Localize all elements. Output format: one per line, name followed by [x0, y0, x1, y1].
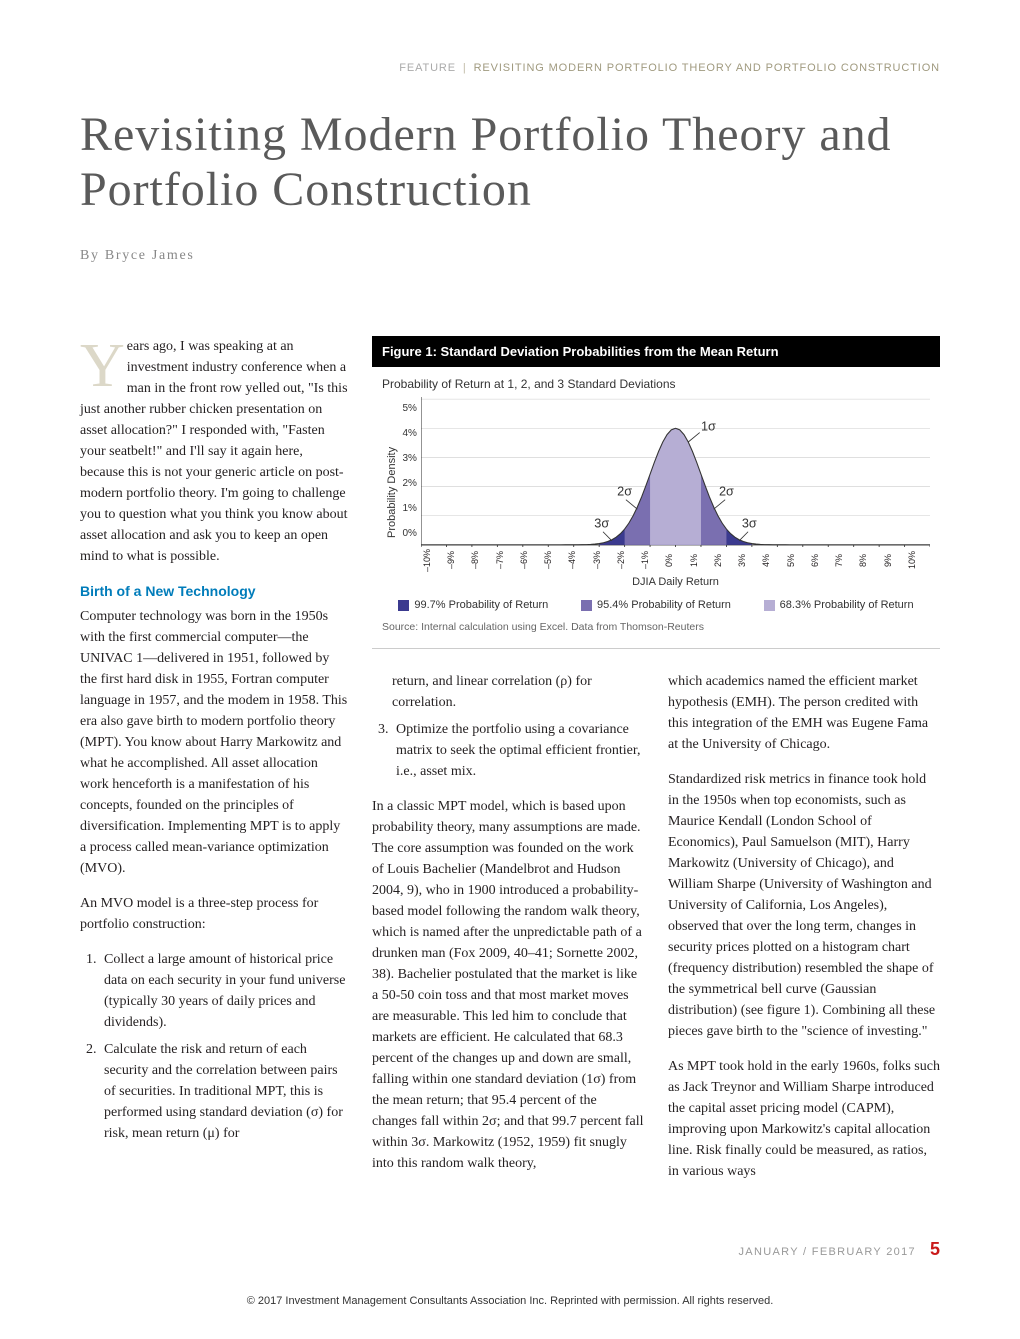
x-tick: –10% [421, 549, 445, 572]
x-tick: –4% [566, 549, 590, 572]
x-tick: 7% [833, 549, 857, 572]
figure-subtitle: Probability of Return at 1, 2, and 3 Sta… [372, 367, 940, 397]
content-columns: Y ears ago, I was speaking at an investm… [80, 336, 940, 1196]
article-title: Revisiting Modern Portfolio Theory and P… [80, 107, 940, 217]
step-1: Collect a large amount of historical pri… [100, 949, 348, 1033]
x-tick: –7% [494, 549, 518, 572]
column-right: Figure 1: Standard Deviation Probabiliti… [372, 336, 940, 1196]
x-tick: 0% [663, 549, 687, 572]
x-tick: –1% [639, 549, 663, 572]
svg-text:2σ: 2σ [719, 484, 734, 499]
x-tick: –5% [542, 549, 566, 572]
legend-item: 95.4% Probability of Return [581, 597, 731, 614]
feature-label: FEATURE [399, 62, 456, 74]
column-left: Y ears ago, I was speaking at an investm… [80, 336, 348, 1196]
legend-swatch [398, 600, 409, 611]
legend-label: 95.4% Probability of Return [597, 597, 731, 614]
intro-paragraph: Y ears ago, I was speaking at an investm… [80, 336, 348, 567]
y-tick: 0% [403, 526, 417, 541]
copyright-notice: © 2017 Investment Management Consultants… [80, 1293, 940, 1310]
figure-source: Source: Internal calculation using Excel… [372, 618, 940, 640]
x-tick: –9% [445, 549, 469, 572]
y-axis-label: Probability Density [382, 397, 403, 587]
legend-label: 99.7% Probability of Return [414, 597, 548, 614]
step-2: Calculate the risk and return of each se… [100, 1039, 348, 1144]
x-tick: –2% [615, 549, 639, 572]
x-tick: –3% [591, 549, 615, 572]
footer-date: JANUARY / FEBRUARY 2017 [738, 1244, 916, 1261]
legend-item: 68.3% Probability of Return [764, 597, 914, 614]
y-tick: 2% [403, 476, 417, 491]
page-footer: JANUARY / FEBRUARY 2017 5 [80, 1236, 940, 1263]
x-tick: 2% [712, 549, 736, 572]
svg-text:2σ: 2σ [617, 484, 632, 499]
x-tick: –6% [518, 549, 542, 572]
header-divider: | [460, 62, 470, 74]
x-tick: 6% [809, 549, 833, 572]
bell-curve-svg: 1σ 2σ 2σ 3σ 3σ [421, 397, 930, 547]
svg-text:3σ: 3σ [742, 516, 757, 531]
y-tick: 5% [403, 401, 417, 416]
x-tick: 10% [906, 549, 930, 572]
legend-swatch [764, 600, 775, 611]
byline: By Bryce James [80, 245, 940, 266]
page-number: 5 [930, 1236, 940, 1263]
x-tick: 4% [760, 549, 784, 572]
paragraph-capm: As MPT took hold in the early 1960s, fol… [668, 1056, 940, 1182]
chart-plot: 1σ 2σ 2σ 3σ 3σ –10%–9%–8%–7%–6%–5%–4%–3%–2%–… [421, 397, 930, 587]
chart-area: Probability Density 5%4%3%2%1%0% 1σ2σ2σ3… [382, 397, 930, 587]
legend-item: 99.7% Probability of Return [398, 597, 548, 614]
figure-1: Figure 1: Standard Deviation Probabiliti… [372, 336, 940, 649]
x-axis-ticks: –10%–9%–8%–7%–6%–5%–4%–3%–2%–1%0%1%2%3%4… [421, 549, 930, 572]
running-header: FEATURE | REVISITING MODERN PORTFOLIO TH… [80, 60, 940, 77]
legend-swatch [581, 600, 592, 611]
y-tick: 3% [403, 451, 417, 466]
header-section-title: REVISITING MODERN PORTFOLIO THEORY AND P… [474, 62, 940, 74]
column-right-text: which academics named the efficient mark… [668, 671, 940, 1196]
paragraph-standardized: Standardized risk metrics in finance too… [668, 769, 940, 1042]
svg-text:3σ: 3σ [594, 516, 609, 531]
legend-label: 68.3% Probability of Return [780, 597, 914, 614]
right-text-columns: return, and linear correlation (ρ) for c… [372, 671, 940, 1196]
x-tick: 5% [785, 549, 809, 572]
paragraph-mvo-intro: An MVO model is a three-step process for… [80, 893, 348, 935]
x-tick: 3% [736, 549, 760, 572]
svg-text:1σ: 1σ [701, 419, 716, 434]
y-tick: 1% [403, 501, 417, 516]
paragraph-birth: Computer technology was born in the 1950… [80, 606, 348, 879]
column-middle: return, and linear correlation (ρ) for c… [372, 671, 644, 1196]
mvo-steps-list: Collect a large amount of historical pri… [80, 949, 348, 1144]
section-header-birth: Birth of a New Technology [80, 581, 348, 602]
x-tick: –8% [469, 549, 493, 572]
paragraph-classic-mpt: In a classic MPT model, which is based u… [372, 796, 644, 1174]
x-tick: 8% [857, 549, 881, 572]
x-tick: 9% [882, 549, 906, 572]
dropcap: Y [80, 340, 125, 393]
step-3: Optimize the portfolio using a covarianc… [392, 719, 644, 782]
y-axis-ticks: 5% 4% 3% 2% 1% 0% [403, 401, 421, 541]
figure-legend: 99.7% Probability of Return 95.4% Probabi… [372, 593, 940, 618]
x-tick: 1% [688, 549, 712, 572]
figure-title: Figure 1: Standard Deviation Probabiliti… [372, 336, 940, 368]
step-2-cont: return, and linear correlation (ρ) for c… [372, 671, 644, 713]
paragraph-emh: which academics named the efficient mark… [668, 671, 940, 755]
y-tick: 4% [403, 426, 417, 441]
mvo-steps-continued: return, and linear correlation (ρ) for c… [372, 671, 644, 782]
x-axis-label: DJIA Daily Return [421, 574, 930, 591]
